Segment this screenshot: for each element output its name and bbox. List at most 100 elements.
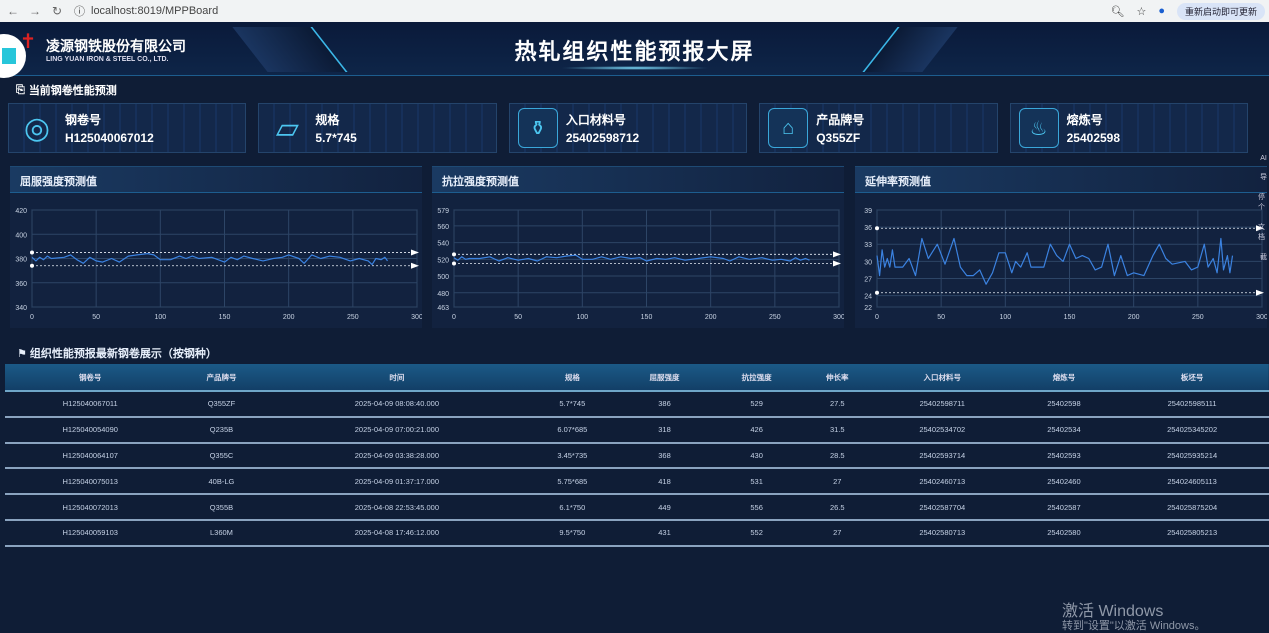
table-cell: 254025875204 <box>1115 494 1269 521</box>
table-cell: 28.5 <box>802 442 872 470</box>
profile-icon[interactable]: ● <box>1158 5 1165 17</box>
table-row[interactable]: H125040075013 40B-LG 2025-04-09 01:37:17.0… <box>5 468 1269 496</box>
table-cell: H125040059103 <box>5 519 176 547</box>
x-tick-label: 250 <box>347 314 359 321</box>
x-tick-label: 0 <box>30 314 34 321</box>
table-cell: 25402580 <box>1012 519 1116 547</box>
address-bar[interactable]: ⓘ localhost:8019/MPPBoard <box>74 3 218 19</box>
card-value: 5.7*745 <box>315 131 357 145</box>
toolbar-item[interactable]: 停个 <box>1258 194 1265 211</box>
toolbar-item[interactable]: 文档 <box>1258 224 1265 241</box>
bottle-icon: ⚱ <box>517 108 558 148</box>
windows-activation-hint: 转到"设置"以激活 Windows。 <box>1062 620 1206 632</box>
card-label: 规格 <box>315 113 340 127</box>
y-tick-label: 30 <box>864 259 872 266</box>
y-tick-label: 560 <box>437 224 449 231</box>
card-value: H125040067012 <box>65 131 154 145</box>
y-tick-label: 360 <box>15 281 27 288</box>
upper-limit-line-start-marker <box>30 250 34 255</box>
y-tick-label: 39 <box>864 208 872 215</box>
table-cell: 254025345202 <box>1115 416 1269 444</box>
table-cell: Q355ZF <box>175 391 268 418</box>
card-value: Q355ZF <box>816 131 861 145</box>
x-tick-label: 200 <box>705 314 717 321</box>
table-row[interactable]: H125040067011 Q355ZF 2025-04-09 08:08:40.0… <box>5 391 1269 418</box>
table-cell: 6.07*685 <box>526 416 619 444</box>
series-line <box>453 254 810 262</box>
table-row[interactable]: H125040054090 Q235B 2025-04-09 07:00:21.00… <box>5 416 1269 444</box>
chart-title: 屈服强度预测值 <box>10 167 422 193</box>
table-cell: 418 <box>618 468 711 496</box>
column-header: 产品牌号 <box>175 364 268 392</box>
url-text[interactable]: localhost:8019/MPPBoard <box>91 5 219 17</box>
site-info-icon[interactable]: ⓘ <box>74 6 85 18</box>
table-cell: 531 <box>710 468 803 496</box>
x-tick-label: 150 <box>219 314 231 321</box>
x-tick-label: 0 <box>452 314 456 321</box>
y-tick-label: 340 <box>15 305 27 312</box>
y-tick-label: 380 <box>15 257 27 264</box>
lower-limit-line-start-marker <box>875 290 879 295</box>
table-cell: 254025935214 <box>1115 442 1269 470</box>
y-tick-label: 400 <box>15 232 27 239</box>
table-row[interactable]: H125040072013 Q355B 2025-04-08 22:53:45.00… <box>5 494 1269 521</box>
table-cell: Q235B <box>175 416 268 444</box>
toolbar-item[interactable]: AI <box>1260 155 1267 162</box>
column-header: 伸长率 <box>802 364 872 392</box>
x-tick-label: 50 <box>937 314 945 321</box>
table-cell: 5.7*745 <box>526 391 619 418</box>
table-row[interactable]: H125040059103 L360M 2025-04-08 17:46:12.00… <box>5 519 1269 547</box>
y-tick-label: 480 <box>437 291 449 298</box>
forward-icon[interactable]: → <box>29 4 41 18</box>
table-cell: 2025-04-09 07:00:21.000 <box>267 416 527 444</box>
x-tick-label: 200 <box>1128 314 1140 321</box>
y-tick-label: 24 <box>864 294 872 301</box>
update-button[interactable]: 重新启动即可更新 <box>1176 2 1265 20</box>
upper-limit-line-start-marker <box>875 226 879 231</box>
column-header: 时间 <box>267 364 527 392</box>
table-cell: 5.75*685 <box>526 468 619 496</box>
column-header: 钢卷号 <box>5 364 176 392</box>
back-icon[interactable]: ← <box>7 4 19 18</box>
y-tick-label: 33 <box>864 242 872 249</box>
card-heat-number: ♨ 熔炼号 25402598 <box>1009 103 1249 153</box>
x-tick-label: 100 <box>576 314 588 321</box>
table-cell: 2025-04-09 03:38:28.000 <box>267 442 527 470</box>
card-label: 熔炼号 <box>1066 113 1103 127</box>
chart-svg: 0 50 100 150 200 250 300 340 360 380 400 420 <box>15 208 422 321</box>
x-tick-label: 300 <box>833 314 844 321</box>
table-cell: 368 <box>618 442 711 470</box>
table-cell: 31.5 <box>802 416 872 444</box>
title-glow <box>560 66 710 70</box>
upper-limit-line-arrow <box>1256 225 1264 232</box>
pot-icon: ⌂ <box>768 108 809 148</box>
table-cell: 9.5*750 <box>526 519 619 547</box>
toolbar-item[interactable]: 截 <box>1260 254 1267 261</box>
lower-limit-line-arrow <box>1256 289 1264 296</box>
series-line <box>31 252 388 266</box>
bookmark-star-icon[interactable]: ☆ <box>1136 5 1147 18</box>
zoom-icon[interactable]: 🔍︎ <box>1110 5 1125 18</box>
table-cell: 40B-LG <box>175 468 268 496</box>
table-row[interactable]: H125040064107 Q355C 2025-04-09 03:38:28.00… <box>5 442 1269 470</box>
lower-limit-line-arrow <box>411 262 419 269</box>
y-tick-label: 540 <box>437 241 449 248</box>
table-cell: 449 <box>618 494 711 521</box>
reload-icon[interactable]: ↻ <box>51 4 63 18</box>
latest-coils-table: 钢卷号 产品牌号 时间 规格 屈服强度 抗拉强度 伸长率 入口材料号 熔炼号 板坯号 H12504… <box>5 364 1269 547</box>
column-header: 熔炼号 <box>1012 364 1116 392</box>
table-cell: 2025-04-09 08:08:40.000 <box>267 391 527 418</box>
table-cell: 25402598 <box>1012 391 1116 418</box>
x-tick-label: 0 <box>875 314 879 321</box>
windows-activation-watermark: 激活 Windows <box>1062 603 1164 620</box>
card-spec: ▱ 规格 5.7*745 <box>258 103 497 153</box>
toolbar-item[interactable]: 导 <box>1260 174 1267 181</box>
table-cell: H125040064107 <box>5 442 176 470</box>
card-value: 25402598 <box>1066 131 1121 145</box>
table-cell: 25402460 <box>1012 468 1116 496</box>
x-tick-label: 50 <box>92 314 100 321</box>
table-cell: 25402593 <box>1012 442 1116 470</box>
table-cell: 431 <box>618 519 711 547</box>
card-value: 25402598712 <box>565 131 640 145</box>
table-cell: 25402460713 <box>871 468 1013 496</box>
